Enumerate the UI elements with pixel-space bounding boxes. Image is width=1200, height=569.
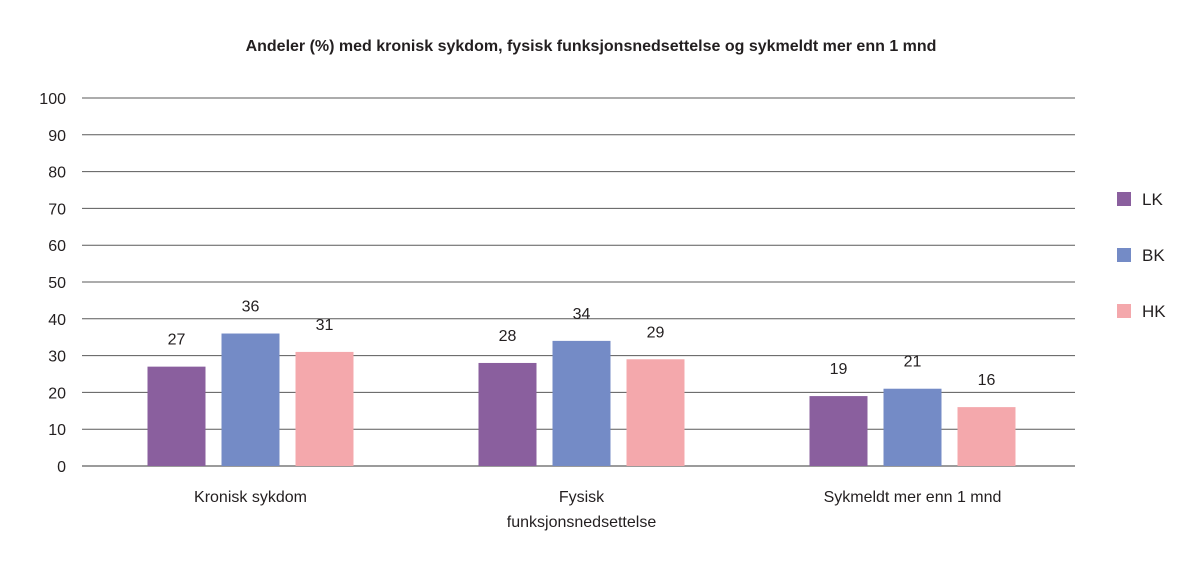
y-tick-label: 80 — [48, 165, 66, 182]
legend: LK BK HK — [1117, 190, 1166, 321]
bar-hk — [957, 407, 1016, 466]
data-labels: 27 36 31 28 34 29 19 21 16 — [168, 299, 996, 390]
y-tick-label: 90 — [48, 128, 66, 145]
y-tick-label: 50 — [48, 275, 66, 292]
legend-label: BK — [1142, 246, 1165, 265]
legend-swatch-bk — [1117, 248, 1131, 262]
data-label: 36 — [242, 299, 260, 316]
data-label: 31 — [316, 317, 334, 334]
data-label: 21 — [904, 354, 922, 371]
x-axis-labels: Kronisk sykdom Fysisk funksjonsnedsettelse… — [194, 489, 1001, 531]
data-label: 27 — [168, 332, 186, 349]
bar-bk — [883, 388, 942, 466]
bar-hk — [626, 359, 685, 466]
y-tick-label: 100 — [39, 91, 66, 108]
chart-title: Andeler (%) med kronisk sykdom, fysisk f… — [246, 38, 937, 55]
y-tick-label: 40 — [48, 312, 66, 329]
y-tick-label: 30 — [48, 349, 66, 366]
y-tick-label: 60 — [48, 238, 66, 255]
bar-bk — [221, 333, 280, 466]
x-category-label: funksjonsnedsettelse — [507, 514, 657, 531]
y-tick-label: 0 — [57, 459, 66, 476]
y-tick-label: 10 — [48, 422, 66, 439]
legend-swatch-lk — [1117, 192, 1131, 206]
data-label: 29 — [647, 324, 665, 341]
bar-lk — [147, 366, 206, 466]
bar-lk — [478, 362, 537, 466]
x-category-label: Sykmeldt mer enn 1 mnd — [824, 489, 1002, 506]
legend-swatch-hk — [1117, 304, 1131, 318]
bar-lk — [809, 396, 868, 466]
legend-label: HK — [1142, 302, 1166, 321]
y-tick-label: 70 — [48, 201, 66, 218]
data-label: 19 — [830, 361, 848, 378]
data-label: 28 — [499, 328, 517, 345]
data-label: 16 — [978, 372, 996, 389]
y-axis-ticks: 0 10 20 30 40 50 60 70 80 90 100 — [39, 91, 66, 476]
y-tick-label: 20 — [48, 385, 66, 402]
bars — [147, 333, 1016, 466]
bar-bk — [552, 340, 611, 466]
x-category-label: Fysisk — [559, 489, 605, 506]
x-category-label: Kronisk sykdom — [194, 489, 307, 506]
data-label: 34 — [573, 306, 591, 323]
legend-label: LK — [1142, 190, 1163, 209]
bar-hk — [295, 351, 354, 466]
